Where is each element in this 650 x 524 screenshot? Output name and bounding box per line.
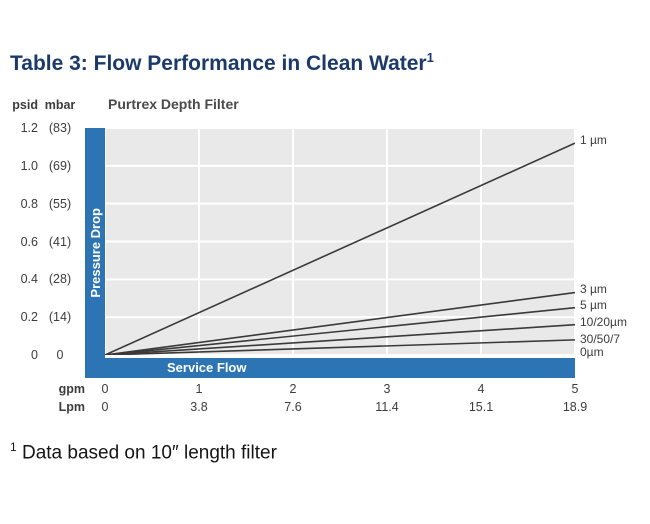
y-tick-psid: 1.0 (20, 159, 38, 173)
series-label-3um: 3 µm (580, 282, 607, 296)
service-flow-band: Service Flow (105, 358, 575, 378)
y-tick-mbar: (69) (48, 159, 72, 173)
y-tick-mbar: (41) (48, 235, 72, 249)
pressure-drop-axis-band: Pressure Drop (85, 128, 105, 378)
y-axis-label: Pressure Drop (87, 208, 103, 298)
plot-area (105, 128, 575, 355)
x-tick-lpm: 7.6 (284, 400, 302, 414)
footnote-superscript: 1 (10, 440, 17, 454)
x-tick-gpm: 1 (195, 382, 203, 396)
x-tick-gpm: 2 (289, 382, 297, 396)
series-label-30-50-70um: 30/50/70µm (580, 332, 621, 359)
y-tick-psid: 0.8 (20, 197, 38, 211)
series-label-1um: 1 µm (580, 133, 607, 147)
x-tick-lpm: 15.1 (468, 400, 494, 414)
y-tick-psid: 0.4 (20, 272, 38, 286)
plot-svg (105, 128, 575, 355)
x-axis-unit-gpm: gpm (58, 382, 85, 396)
x-tick-gpm: 0 (101, 382, 109, 396)
x-tick-gpm: 3 (383, 382, 391, 396)
series-label-5um: 5 µm (580, 298, 607, 312)
x-tick-lpm: 3.8 (190, 400, 208, 414)
series-label-10-20um: 10/20µm (580, 315, 627, 329)
x-tick-lpm: 11.4 (375, 400, 399, 414)
x-tick-gpm: 5 (571, 382, 579, 396)
page-title: Table 3: Flow Performance in Clean Water… (10, 50, 434, 76)
footnote: 1 Data based on 10″ length filter (10, 440, 277, 464)
y-tick-mbar: (28) (48, 272, 72, 286)
y-tick-mbar: (83) (48, 121, 72, 135)
y-tick-mbar: 0 (56, 348, 64, 362)
y-tick-psid: 0.2 (20, 310, 38, 324)
chart-title: Purtrex Depth Filter (108, 96, 239, 112)
y-tick-mbar: (55) (48, 197, 72, 211)
x-axis-unit-lpm: Lpm (58, 400, 85, 414)
y-tick-psid: 0 (31, 348, 38, 362)
x-tick-gpm: 4 (477, 382, 485, 396)
x-tick-lpm: 0 (101, 400, 109, 414)
y-tick-psid: 1.2 (20, 121, 38, 135)
y-tick-mbar: (14) (48, 310, 72, 324)
y-axis-unit-psid: psid (12, 98, 38, 112)
footnote-text: Data based on 10″ length filter (21, 442, 277, 464)
y-tick-psid: 0.6 (20, 235, 38, 249)
x-axis-label: Service Flow (167, 360, 247, 375)
x-tick-lpm: 18.9 (562, 400, 588, 414)
page-title-superscript: 1 (426, 50, 434, 65)
page-title-text: Table 3: Flow Performance in Clean Water (10, 52, 427, 75)
y-axis-unit-mbar: mbar (44, 98, 76, 112)
